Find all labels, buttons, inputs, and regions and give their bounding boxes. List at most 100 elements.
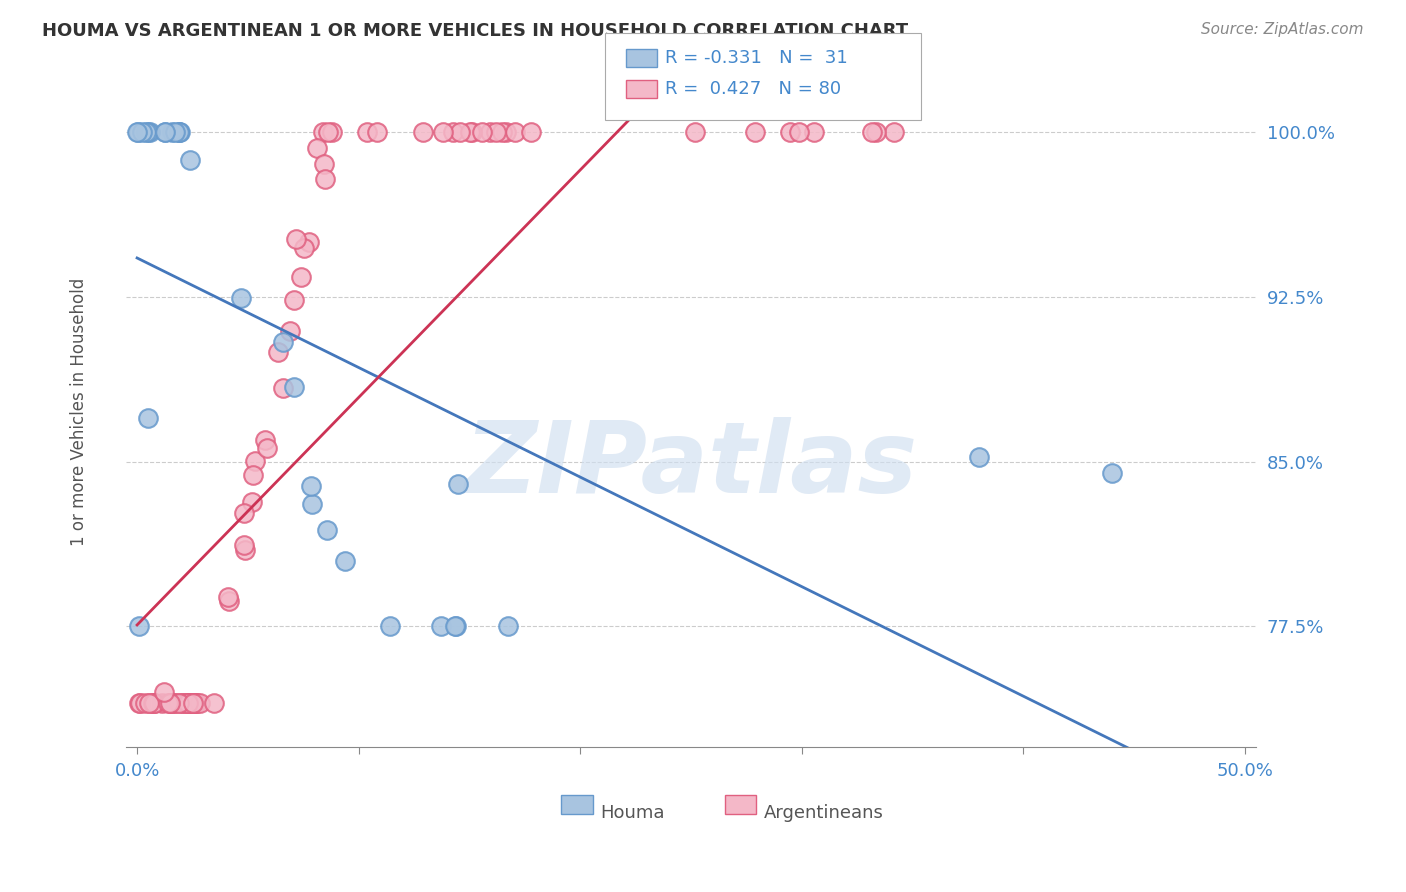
Point — [183, 696, 205, 710]
Point — [283, 380, 305, 394]
FancyBboxPatch shape — [561, 796, 592, 814]
Point — [883, 125, 905, 139]
Text: Argentineans: Argentineans — [765, 804, 884, 822]
Point — [242, 467, 264, 482]
Text: Houma: Houma — [600, 804, 665, 822]
Point — [202, 696, 225, 710]
Point — [520, 125, 543, 139]
Point — [131, 125, 153, 139]
Point — [316, 523, 339, 537]
Point — [430, 619, 453, 633]
Point — [217, 591, 239, 605]
Point — [314, 156, 336, 170]
Point — [138, 125, 160, 139]
Point — [229, 291, 252, 305]
Text: 1 or more Vehicles in Household: 1 or more Vehicles in Household — [69, 278, 87, 547]
Point — [156, 696, 179, 710]
Point — [160, 125, 183, 139]
Point — [366, 125, 388, 139]
Point — [278, 324, 301, 338]
Text: R =  0.427   N = 80: R = 0.427 N = 80 — [665, 80, 841, 98]
FancyBboxPatch shape — [724, 796, 756, 814]
Point — [136, 410, 159, 425]
Point — [155, 125, 177, 139]
Point — [186, 696, 208, 710]
Point — [1101, 466, 1123, 480]
Point — [478, 125, 501, 139]
Point — [307, 141, 329, 155]
Point — [267, 345, 290, 359]
Point — [179, 696, 201, 710]
Text: R = -0.331   N =  31: R = -0.331 N = 31 — [665, 49, 848, 67]
Point — [169, 125, 191, 139]
Point — [505, 125, 527, 139]
Point — [139, 696, 162, 710]
Point — [441, 125, 464, 139]
Point — [136, 125, 159, 139]
Point — [232, 506, 254, 520]
Point — [449, 125, 471, 139]
Point — [153, 125, 176, 139]
Point — [176, 696, 198, 710]
Text: 0.0%: 0.0% — [114, 763, 160, 780]
Point — [160, 696, 183, 710]
Point — [143, 696, 166, 710]
Point — [177, 696, 200, 710]
Point — [253, 433, 276, 447]
Point — [271, 382, 294, 396]
Point — [163, 125, 186, 139]
Point — [860, 125, 883, 139]
Point — [150, 696, 173, 710]
Point — [298, 235, 321, 249]
Point — [461, 125, 484, 139]
Point — [285, 232, 308, 246]
Point — [378, 619, 401, 633]
Text: 50.0%: 50.0% — [1216, 763, 1272, 780]
Point — [179, 153, 201, 167]
Point — [779, 125, 801, 139]
Point — [127, 125, 149, 139]
Point — [443, 619, 465, 633]
Point — [159, 696, 181, 710]
Point — [127, 125, 149, 139]
Point — [299, 479, 322, 493]
Point — [333, 554, 356, 568]
Point — [172, 696, 194, 710]
Point — [177, 696, 200, 710]
Point — [167, 125, 190, 139]
Point — [142, 696, 165, 710]
Point — [173, 696, 195, 710]
Point — [183, 696, 205, 710]
Point — [314, 172, 336, 186]
Text: HOUMA VS ARGENTINEAN 1 OR MORE VEHICLES IN HOUSEHOLD CORRELATION CHART: HOUMA VS ARGENTINEAN 1 OR MORE VEHICLES … — [42, 22, 908, 40]
Point — [321, 125, 343, 139]
Point — [159, 696, 181, 710]
Text: Source: ZipAtlas.com: Source: ZipAtlas.com — [1201, 22, 1364, 37]
Point — [186, 696, 208, 710]
Point — [188, 696, 211, 710]
Point — [165, 696, 187, 710]
Point — [134, 696, 156, 710]
Point — [471, 125, 494, 139]
Point — [356, 125, 378, 139]
Point — [865, 125, 887, 139]
Point — [301, 497, 323, 511]
Point — [967, 450, 990, 465]
Point — [181, 696, 204, 710]
Point — [744, 125, 766, 139]
Point — [243, 453, 266, 467]
Point — [180, 696, 202, 710]
Point — [495, 125, 517, 139]
Point — [312, 125, 335, 139]
Point — [143, 696, 166, 710]
Point — [283, 293, 305, 308]
Point — [167, 125, 190, 139]
Point — [170, 696, 193, 710]
Point — [294, 241, 316, 255]
Point — [135, 125, 157, 139]
Point — [290, 270, 312, 285]
Point — [491, 125, 513, 139]
Point — [256, 441, 278, 455]
Point — [163, 696, 186, 710]
Point — [803, 125, 825, 139]
